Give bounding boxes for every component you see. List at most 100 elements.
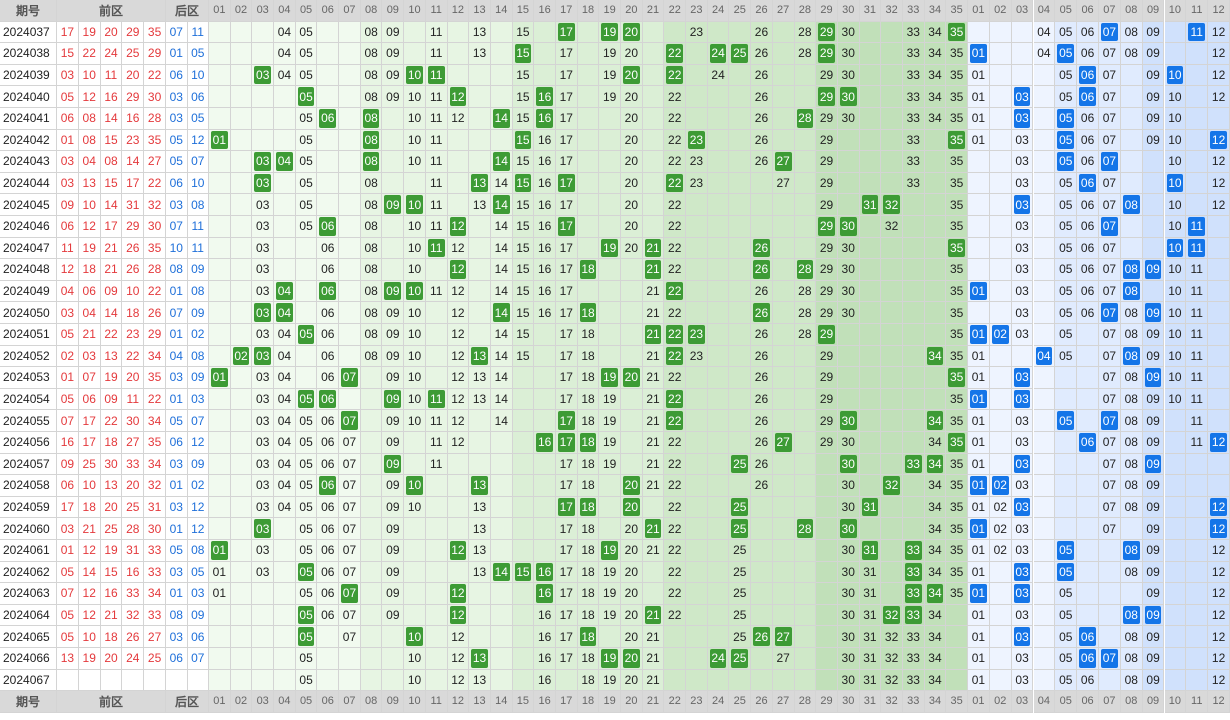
back-zone-number: 06	[1077, 302, 1099, 324]
back-zone-cell: 05	[1055, 108, 1078, 130]
front-zone-number: 19	[599, 86, 621, 108]
front-zone-cell	[859, 259, 882, 281]
back-col-label: 07	[1099, 0, 1121, 22]
front-zone-cell	[902, 259, 925, 281]
back-zone-number: 11	[1186, 280, 1209, 303]
back-zone-number: 10	[1164, 367, 1187, 389]
front-zone-cell: 29	[816, 324, 838, 346]
front-hit-marker: 22	[666, 173, 684, 193]
front-zone-cell	[512, 388, 535, 411]
back-zone-number: 08	[1120, 561, 1143, 584]
back-hit-marker: 03	[1013, 454, 1031, 474]
front-zone-number: 08	[360, 324, 383, 346]
front-zone-cell	[339, 669, 361, 692]
front-col-label: 24	[707, 691, 730, 713]
back-zone-cell	[989, 669, 1012, 692]
front-zone-number: 05	[295, 172, 318, 195]
front-col-label: 03	[252, 691, 275, 713]
back-zone-number: 12	[1208, 604, 1230, 627]
front-zone-cell: 11	[425, 64, 448, 87]
back-col-label: 03	[1011, 0, 1034, 22]
front-zone-cell	[902, 280, 925, 303]
front-hit-marker: 16	[536, 87, 553, 106]
back-zone-number: 10	[1164, 345, 1187, 368]
back-hit-marker: 01	[970, 389, 987, 409]
front-zone-cell	[946, 604, 968, 627]
front-zone-cell: 25	[729, 648, 752, 670]
front-hit-marker: 25	[731, 649, 749, 668]
back-zone-cell: 03	[1011, 86, 1034, 108]
front-zone-number: 03	[252, 280, 275, 303]
back-zone-cell: 05	[1055, 410, 1078, 432]
front-col-label: 32	[881, 691, 903, 713]
front-hit-marker: 05	[297, 325, 315, 344]
back-zone-cell	[1208, 388, 1230, 411]
front-zone-cell	[230, 21, 253, 44]
back-zone-number: 09	[1142, 129, 1165, 152]
front-zone-cell	[209, 453, 231, 476]
front-number: 21	[78, 324, 101, 346]
front-zone-cell	[642, 172, 665, 195]
front-hit-marker: 10	[406, 476, 423, 495]
front-zone-number: 12	[447, 410, 470, 432]
back-zone-number: 09	[1142, 410, 1165, 432]
back-zone-cell	[1208, 324, 1230, 346]
front-zone-cell: 17	[555, 21, 578, 44]
front-zone-number: 35	[946, 561, 968, 584]
front-number: 17	[78, 432, 101, 454]
front-zone-cell	[534, 43, 556, 65]
front-zone-cell	[360, 583, 383, 605]
back-zone-cell: 03	[1011, 583, 1034, 605]
front-zone-cell	[512, 475, 535, 497]
front-zone-cell	[274, 129, 296, 152]
front-zone-cell	[772, 583, 795, 605]
front-zone-number: 30	[837, 540, 860, 562]
back-zone-cell	[1120, 129, 1143, 152]
front-zone-cell	[469, 410, 491, 432]
front-zone-cell	[274, 669, 296, 692]
front-zone-number: 10	[404, 259, 426, 281]
back-zone-cell	[1186, 108, 1209, 130]
back-zone-cell: 03	[1011, 108, 1034, 130]
back-number: 02	[187, 324, 209, 346]
front-zone-number: 18	[577, 410, 600, 432]
front-number: 30	[144, 86, 166, 108]
front-zone-cell: 22	[664, 345, 687, 368]
front-header: 前区	[57, 0, 166, 22]
back-zone-cell	[1055, 367, 1078, 389]
back-zone-number: 12	[1208, 64, 1230, 87]
front-hit-marker: 12	[449, 260, 467, 279]
front-zone-cell: 01	[209, 367, 231, 389]
front-number: 06	[57, 475, 79, 497]
front-zone-number: 29	[816, 108, 838, 130]
front-zone-cell: 06	[317, 388, 340, 411]
back-hit-marker: 09	[1144, 368, 1162, 387]
back-zone-cell: 01	[968, 518, 990, 540]
front-zone-number: 09	[382, 518, 405, 540]
front-zone-number: 04	[274, 432, 296, 454]
back-zone-cell	[989, 367, 1012, 389]
front-hit-marker: 12	[449, 541, 467, 560]
front-hit-marker: 19	[601, 22, 618, 42]
front-zone-cell	[490, 604, 513, 627]
front-zone-cell	[425, 367, 448, 389]
back-zone-cell: 02	[989, 475, 1012, 497]
front-zone-cell	[317, 43, 340, 65]
front-zone-number: 33	[902, 86, 925, 108]
front-zone-cell	[794, 453, 817, 476]
back-hit-marker: 06	[1079, 433, 1096, 452]
back-zone-cell	[1164, 583, 1187, 605]
front-zone-cell	[274, 561, 296, 584]
back-zone-cell	[1142, 151, 1165, 173]
front-zone-cell: 25	[729, 518, 752, 540]
front-hit-marker: 06	[319, 281, 337, 301]
front-col-label: 16	[534, 0, 556, 22]
front-zone-cell	[490, 540, 513, 562]
front-zone-cell	[469, 86, 491, 108]
front-zone-cell: 27	[772, 151, 795, 173]
front-zone-cell	[707, 194, 730, 216]
front-zone-cell	[707, 129, 730, 152]
front-zone-cell	[729, 259, 752, 281]
front-hit-marker: 10	[406, 627, 423, 646]
